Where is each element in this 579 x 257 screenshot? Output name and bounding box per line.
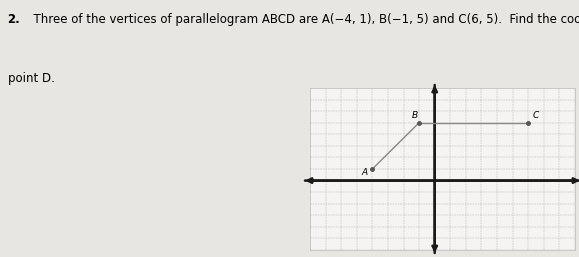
- Text: A: A: [361, 168, 368, 177]
- Text: Three of the vertices of parallelogram ABCD are A(−4, 1), B(−1, 5) and C(6, 5). : Three of the vertices of parallelogram A…: [26, 13, 579, 26]
- Text: B: B: [411, 111, 417, 120]
- Text: C: C: [533, 111, 539, 120]
- Text: 2.: 2.: [8, 13, 20, 26]
- Text: point D.: point D.: [8, 72, 54, 85]
